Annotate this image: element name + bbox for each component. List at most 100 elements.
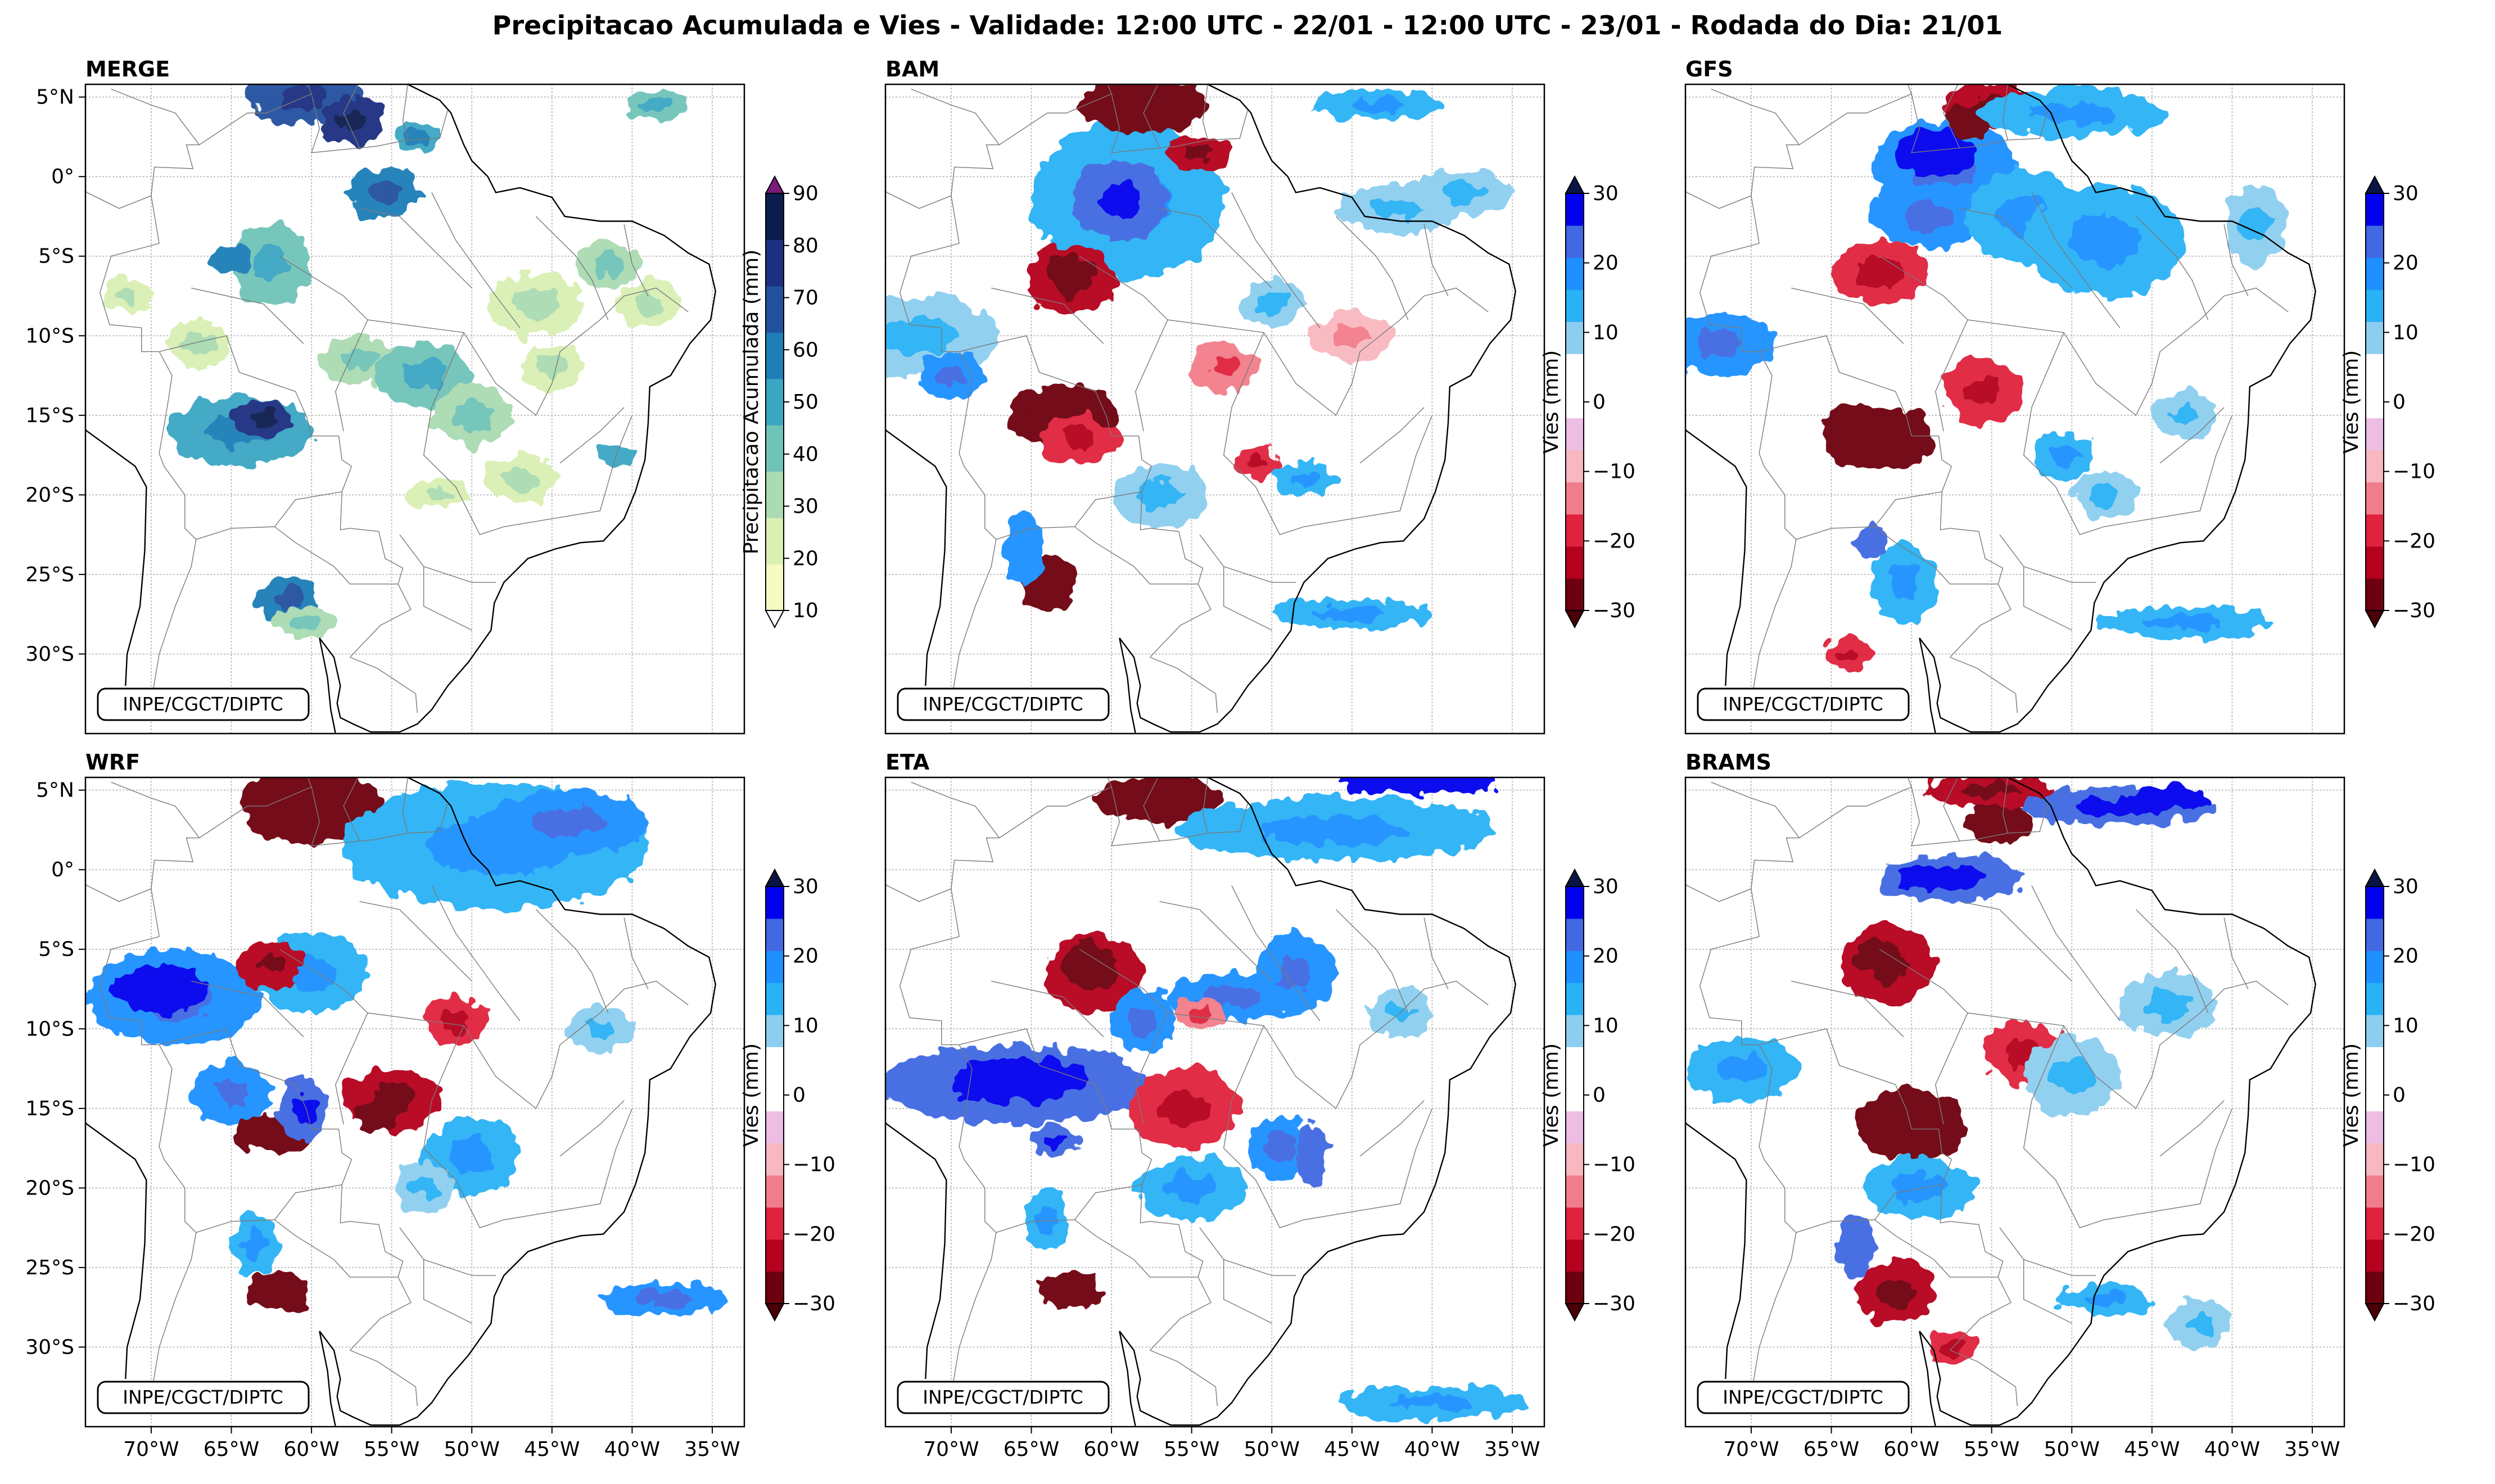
map-panel-wrf: WRF INPE/CGCT/DIPTC 5°N 0° 5°S 10°S 15°S 20°S 25…	[25, 750, 835, 1461]
field-blob-core	[292, 1094, 315, 1123]
colorbar-tick-label: 40	[793, 443, 819, 466]
colorbar-tick-label: 20	[1593, 945, 1619, 968]
field-blob-core	[1389, 1395, 1476, 1410]
state-border	[1751, 144, 1800, 244]
credit-box: INPE/CGCT/DIPTC	[1697, 687, 1910, 721]
field-blob-core	[253, 1124, 290, 1141]
colorbar-segment	[766, 886, 784, 919]
lon-label: 60°W	[1083, 1438, 1139, 1461]
lon-label: 45°W	[1324, 1438, 1380, 1461]
colorbar-extend-top	[765, 868, 785, 887]
lat-label: 30°S	[25, 1336, 74, 1359]
state-border	[1950, 657, 2018, 713]
colorbar-segment	[2366, 1047, 2384, 1079]
colorbar-segment	[1566, 1015, 1584, 1047]
colorbar-extend-bottom	[2365, 610, 2385, 629]
colorbar-tick-label: 10	[793, 599, 819, 622]
colorbar-tick-label: 0	[2393, 1084, 2406, 1107]
colorbar-segment	[1566, 386, 1584, 419]
state-border	[151, 144, 200, 244]
lat-label: 5°N	[36, 86, 74, 109]
colorbar-segment	[2366, 322, 2384, 354]
field-blob-core	[1060, 263, 1083, 281]
lat-label: 20°S	[25, 483, 74, 506]
lon-label: 50°W	[1244, 1438, 1300, 1461]
field-blob-core	[273, 589, 302, 608]
field-blob-core	[1114, 92, 1173, 118]
lon-label: 60°W	[283, 1438, 339, 1461]
colorbar-tick-label: 0	[1593, 391, 1606, 414]
coastline-east	[1119, 84, 1516, 734]
colorbar-tick-label: 10	[793, 1014, 819, 1037]
colorbar-extend-bottom	[2365, 1303, 2385, 1322]
state-border	[1699, 243, 1760, 352]
state-border	[1111, 786, 1249, 847]
lat-label: 5°S	[38, 245, 74, 268]
coastline-west	[1685, 428, 1747, 686]
lon-label: 35°W	[2284, 1438, 2340, 1461]
state-border	[1685, 883, 1752, 902]
map-frame	[884, 776, 1545, 1428]
state-border	[1149, 583, 1212, 658]
field-blob-core	[2185, 1312, 2215, 1334]
state-border	[2023, 1025, 2233, 1228]
colorbar-tick-label: −30	[2393, 599, 2435, 622]
state-border	[191, 980, 304, 1037]
state-border	[279, 256, 689, 416]
colorbar-segment	[2366, 257, 2384, 290]
lat-label: 0°	[51, 165, 74, 188]
state-border	[1079, 949, 1489, 1109]
state-border	[343, 84, 360, 148]
colorbar-tick-label: −20	[793, 1223, 835, 1246]
state-border	[999, 93, 1112, 146]
state-border	[1423, 917, 1449, 989]
credit-box-frame	[97, 1381, 310, 1414]
state-border	[1135, 319, 1168, 432]
map-panel-merge: MERGE INPE/CGCT/DIPTC 5°N 0° 5°S 10°S 15°S 20°S…	[25, 57, 819, 735]
field-blob-core	[454, 401, 490, 430]
state-border	[885, 883, 952, 902]
field-blob-core	[137, 978, 181, 1000]
lat-label: 25°S	[25, 1256, 74, 1279]
state-border	[951, 837, 1000, 937]
state-border	[2023, 1259, 2072, 1324]
state-border	[1107, 777, 1112, 788]
field-blob-core	[2144, 615, 2224, 630]
colorbar-tick-label: −10	[2393, 1153, 2435, 1177]
state-border	[402, 84, 408, 141]
state-border	[1615, 161, 1664, 169]
state-border	[199, 93, 312, 146]
state-border	[335, 319, 368, 432]
colorbar-tick-label: 20	[793, 945, 819, 968]
field-blob-core	[1277, 955, 1314, 992]
field-layer	[87, 777, 729, 1315]
map-panel-gfs: GFS INPE/CGCT/DIPTC −30 −20 −10 0 10 20 30 Vies (…	[1615, 57, 2435, 735]
state-border	[1751, 1232, 1797, 1395]
colorbar-segment	[1566, 1271, 1584, 1304]
colorbar-segment	[2366, 418, 2384, 451]
state-border	[1949, 1277, 2012, 1351]
colorbar: −30 −20 −10 0 10 20 30 Vies (mm)	[740, 868, 835, 1322]
field-blob-core	[1842, 414, 1869, 432]
colorbar-segment	[1566, 951, 1584, 983]
field-layer	[1685, 84, 2289, 670]
state-border	[1359, 1100, 1425, 1157]
field-blob-core	[1693, 329, 1744, 358]
colorbar-segment	[2366, 578, 2384, 611]
field-blob	[1855, 526, 1888, 559]
field-blob-core	[641, 98, 671, 112]
field-blob-core	[634, 293, 663, 315]
state-border	[885, 190, 952, 209]
colorbar-segment	[2366, 886, 2384, 919]
state-border	[307, 777, 312, 788]
credit-text: INPE/CGCT/DIPTC	[923, 693, 1083, 715]
credit-box: INPE/CGCT/DIPTC	[897, 687, 1110, 721]
colorbar-segment	[766, 1047, 784, 1079]
state-border	[349, 583, 412, 658]
state-border	[1959, 901, 2072, 981]
coastline-east	[1919, 777, 2316, 1427]
colorbar-segment	[766, 378, 784, 426]
colorbar-tick-label: −30	[2393, 1292, 2435, 1315]
lat-label: 30°S	[25, 643, 74, 666]
field-blob-core	[2241, 206, 2271, 242]
